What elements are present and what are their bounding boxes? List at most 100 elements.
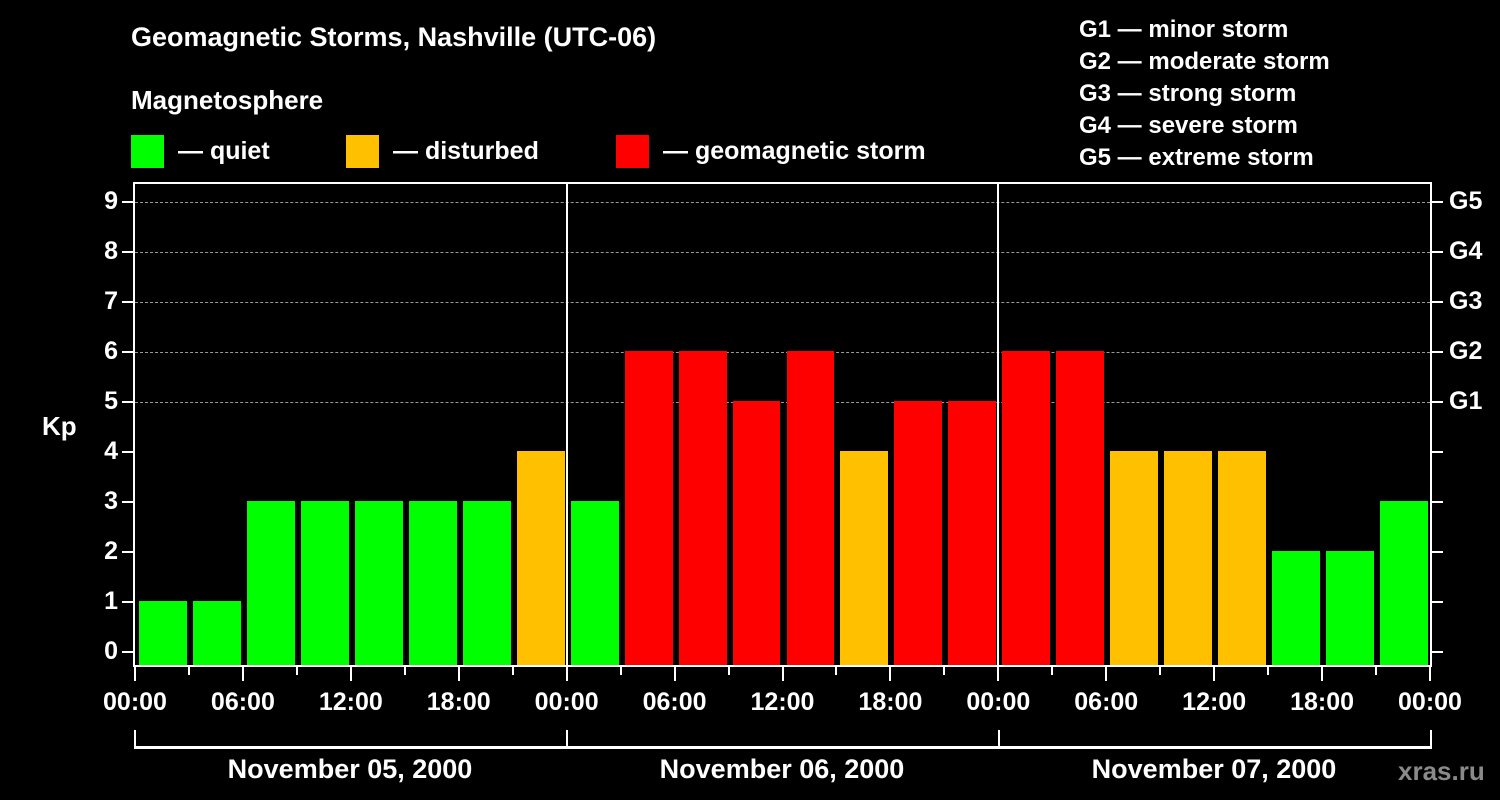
y-tick-right	[1432, 401, 1443, 403]
day-separator	[565, 184, 568, 665]
g-level-label: G1	[1449, 387, 1483, 415]
y-tick	[122, 601, 133, 603]
g-legend-item: G5 — extreme storm	[1079, 144, 1314, 171]
date-bracket-tick	[566, 730, 568, 748]
kp-bar	[1218, 451, 1267, 665]
y-tick-right	[1432, 601, 1443, 603]
y-tick-right	[1432, 451, 1443, 453]
y-tick	[122, 301, 133, 303]
g-legend-item: G2 — moderate storm	[1079, 48, 1330, 75]
x-tick-label: 06:00	[642, 688, 707, 716]
y-tick-right	[1432, 251, 1443, 253]
y-tick	[122, 251, 133, 253]
watermark: xras.ru	[1398, 756, 1485, 786]
kp-bar	[786, 351, 835, 665]
legend-disturbed: — disturbed	[346, 134, 539, 168]
y-tick	[122, 401, 133, 403]
date-bracket	[134, 746, 1432, 749]
y-tick-label: 9	[104, 187, 118, 215]
kp-bar	[408, 501, 457, 665]
date-label-day3: November 07, 2000	[1091, 754, 1337, 784]
x-tick-label: 06:00	[1074, 688, 1139, 716]
kp-bar	[462, 501, 511, 665]
kp-bar	[139, 601, 187, 665]
x-tick	[187, 667, 190, 675]
x-tick	[565, 667, 568, 681]
legend-storm: — geomagnetic storm	[616, 134, 926, 168]
x-tick	[1375, 667, 1378, 675]
x-tick	[673, 667, 676, 681]
x-tick	[1105, 667, 1108, 681]
x-tick	[1213, 667, 1216, 681]
legend-swatch-disturbed	[346, 134, 379, 168]
x-tick	[1429, 667, 1431, 681]
kp-bar	[1164, 451, 1213, 665]
g-level-label: G5	[1449, 187, 1483, 215]
kp-bar	[1110, 451, 1159, 665]
g-level-label: G4	[1449, 237, 1483, 265]
y-tick-label: 4	[104, 437, 118, 465]
g-legend-item: G3 — strong storm	[1079, 80, 1297, 107]
y-tick-label: 7	[104, 287, 118, 315]
kp-bar	[624, 351, 673, 665]
x-tick	[835, 667, 838, 675]
y-axis-label: Kp	[42, 411, 77, 441]
x-tick	[134, 667, 136, 681]
x-tick	[1051, 667, 1054, 675]
x-tick-label: 18:00	[426, 688, 491, 716]
x-tick-label: 00:00	[966, 688, 1031, 716]
legend-label: — disturbed	[393, 136, 539, 165]
y-tick-label: 2	[104, 537, 118, 565]
kp-bar	[1002, 351, 1051, 665]
day-separator	[997, 184, 1000, 665]
x-tick	[349, 667, 352, 681]
x-tick-label: 00:00	[103, 688, 167, 716]
x-tick	[1267, 667, 1270, 675]
legend-label: — quiet	[178, 136, 270, 165]
x-tick-label: 12:00	[750, 688, 815, 716]
y-tick-label: 3	[104, 487, 118, 515]
legend-quiet: — quiet	[131, 134, 270, 168]
x-tick	[727, 667, 730, 675]
y-tick	[122, 501, 133, 503]
x-tick-label: 00:00	[1398, 688, 1462, 716]
kp-bar	[192, 601, 241, 665]
y-tick-label: 5	[104, 387, 118, 415]
kp-bar	[840, 451, 889, 665]
legend-label: — geomagnetic storm	[663, 136, 926, 165]
kp-bar	[354, 501, 403, 665]
x-tick-label: 18:00	[858, 688, 923, 716]
kp-bar	[732, 401, 781, 665]
g-legend-item: G4 — severe storm	[1079, 112, 1298, 139]
x-tick	[1321, 667, 1324, 681]
x-tick	[403, 667, 406, 675]
x-tick-label: 06:00	[210, 688, 275, 716]
kp-bar	[948, 401, 997, 665]
kp-bar	[246, 501, 295, 665]
gridline	[135, 252, 1430, 253]
date-bracket-tick	[998, 730, 1000, 748]
kp-bar	[300, 501, 349, 665]
y-tick	[122, 201, 133, 203]
y-tick-label: 1	[104, 587, 118, 615]
date-bracket-tick	[134, 730, 136, 748]
kp-bar	[516, 451, 565, 665]
y-tick-right	[1432, 651, 1443, 653]
y-tick	[122, 351, 133, 353]
legend-swatch-storm	[616, 134, 649, 168]
y-tick-label: 0	[104, 637, 118, 665]
y-tick-right	[1432, 201, 1443, 203]
kp-bar	[570, 501, 619, 665]
date-label-day1: November 05, 2000	[227, 754, 473, 784]
x-tick	[1159, 667, 1162, 675]
kp-bar	[1326, 551, 1375, 665]
x-tick	[241, 667, 244, 681]
date-bracket-tick	[1430, 730, 1432, 748]
g-legend-item: G1 — minor storm	[1079, 16, 1289, 43]
x-tick	[997, 667, 1000, 681]
y-tick-right	[1432, 551, 1443, 553]
y-tick	[122, 451, 133, 453]
y-tick-right	[1432, 301, 1443, 303]
chart-subtitle: Magnetosphere	[131, 85, 324, 115]
gridline	[135, 352, 1430, 353]
